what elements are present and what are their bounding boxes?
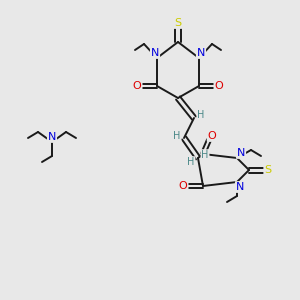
Text: H: H — [201, 150, 209, 160]
Text: O: O — [214, 81, 224, 91]
Text: H: H — [187, 157, 195, 167]
Text: N: N — [237, 148, 245, 158]
Text: O: O — [208, 131, 216, 141]
Text: N: N — [48, 132, 56, 142]
Text: N: N — [197, 48, 205, 58]
Text: N: N — [151, 48, 159, 58]
Text: N: N — [236, 182, 244, 192]
Text: H: H — [173, 131, 181, 141]
Text: O: O — [133, 81, 141, 91]
Text: O: O — [178, 181, 188, 191]
Text: S: S — [264, 165, 272, 175]
Text: S: S — [174, 18, 182, 28]
Text: H: H — [197, 110, 205, 120]
